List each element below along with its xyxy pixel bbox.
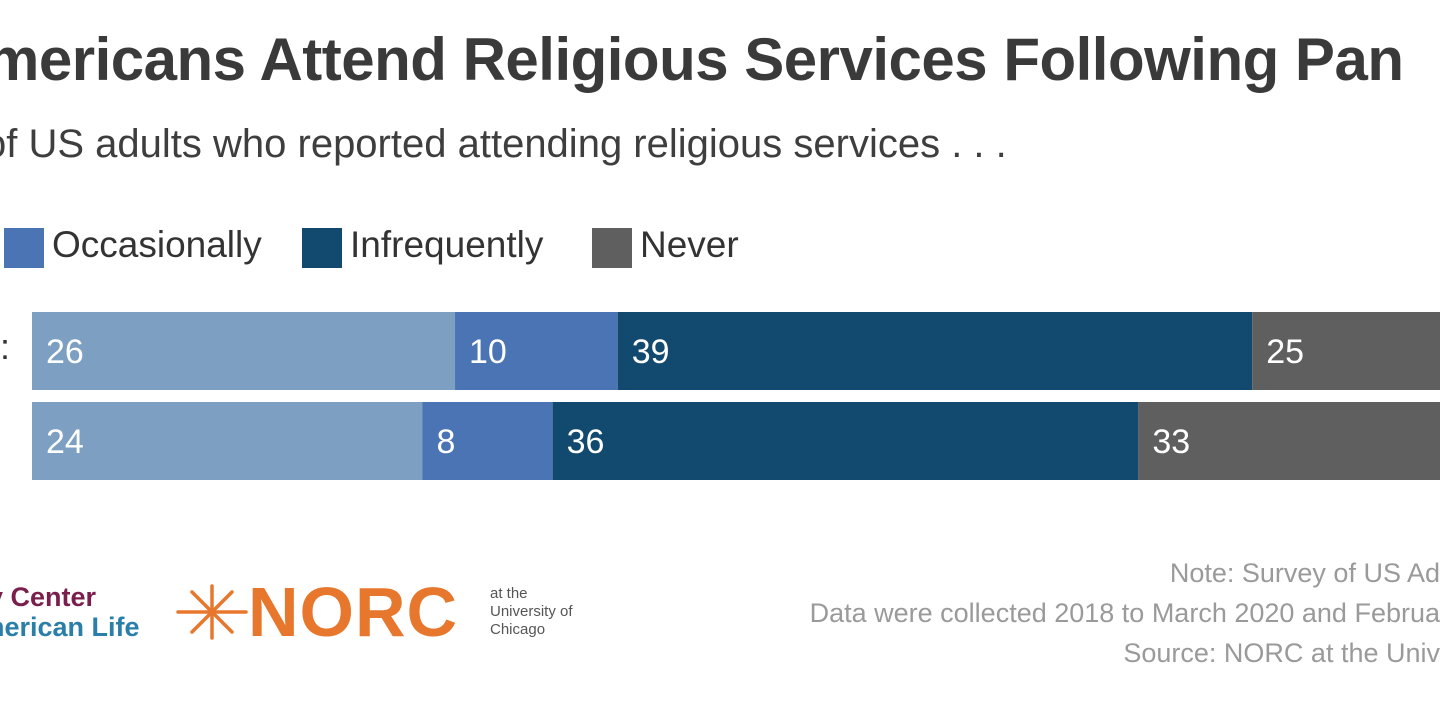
norc-sub-line3: Chicago: [490, 621, 546, 638]
legend-label-infrequently: Infrequently: [350, 224, 544, 265]
footer-logos: y Center nerican Life NORC at the Univer…: [0, 572, 620, 652]
row-label-stub: :: [0, 326, 11, 367]
data-label-row1-series4: 25: [1266, 333, 1304, 371]
data-label-row2-series1: 24: [46, 423, 84, 461]
chart-title: mericans Attend Religious Services Follo…: [0, 26, 1404, 93]
data-label-row1-series3: 39: [632, 333, 670, 371]
bar-segment-row2-series1: [32, 402, 423, 480]
bar-segment-row2-series4: [1138, 402, 1440, 480]
bar-segment-row1-series2: [455, 312, 618, 390]
legend-label-never: Never: [640, 224, 739, 265]
note-line1: Note: Survey of US Ad: [1169, 558, 1440, 588]
bar-segment-row1-series1: [32, 312, 456, 390]
note-line2: Data were collected 2018 to March 2020 a…: [809, 598, 1440, 628]
norc-sub-line1: at the: [490, 585, 528, 602]
norc-wordmark: NORC: [248, 573, 459, 651]
org-logo-line1: y Center: [0, 582, 97, 612]
chart-subtitle: of US adults who reported attending reli…: [0, 122, 1007, 166]
data-label-row1-series2: 10: [469, 333, 507, 371]
norc-star-icon: [176, 584, 248, 640]
legend-swatch-infrequently: [302, 228, 342, 268]
data-label-row2-series4: 33: [1152, 423, 1190, 461]
data-label-row2-series3: 36: [567, 423, 605, 461]
org-logo-line2: nerican Life: [0, 612, 140, 642]
bar-segment-row1-series4: [1252, 312, 1440, 390]
legend-label-occasionally: Occasionally: [52, 224, 262, 265]
norc-logo: NORC at the University of Chicago: [176, 572, 596, 652]
bar-segment-row1-series3: [617, 312, 1253, 390]
legend-swatch-never: [592, 228, 632, 268]
data-label-row1-series1: 26: [46, 333, 84, 371]
bar-segment-row2-series3: [552, 402, 1139, 480]
legend: Occasionally Infrequently Never: [0, 222, 1440, 270]
legend-swatch-occasionally: [4, 228, 44, 268]
note-line3: Source: NORC at the Univ: [1123, 638, 1440, 668]
bar-segment-row2-series2: [422, 402, 553, 480]
data-label-row2-series2: 8: [436, 423, 455, 461]
norc-sub-line2: University of: [490, 603, 573, 620]
